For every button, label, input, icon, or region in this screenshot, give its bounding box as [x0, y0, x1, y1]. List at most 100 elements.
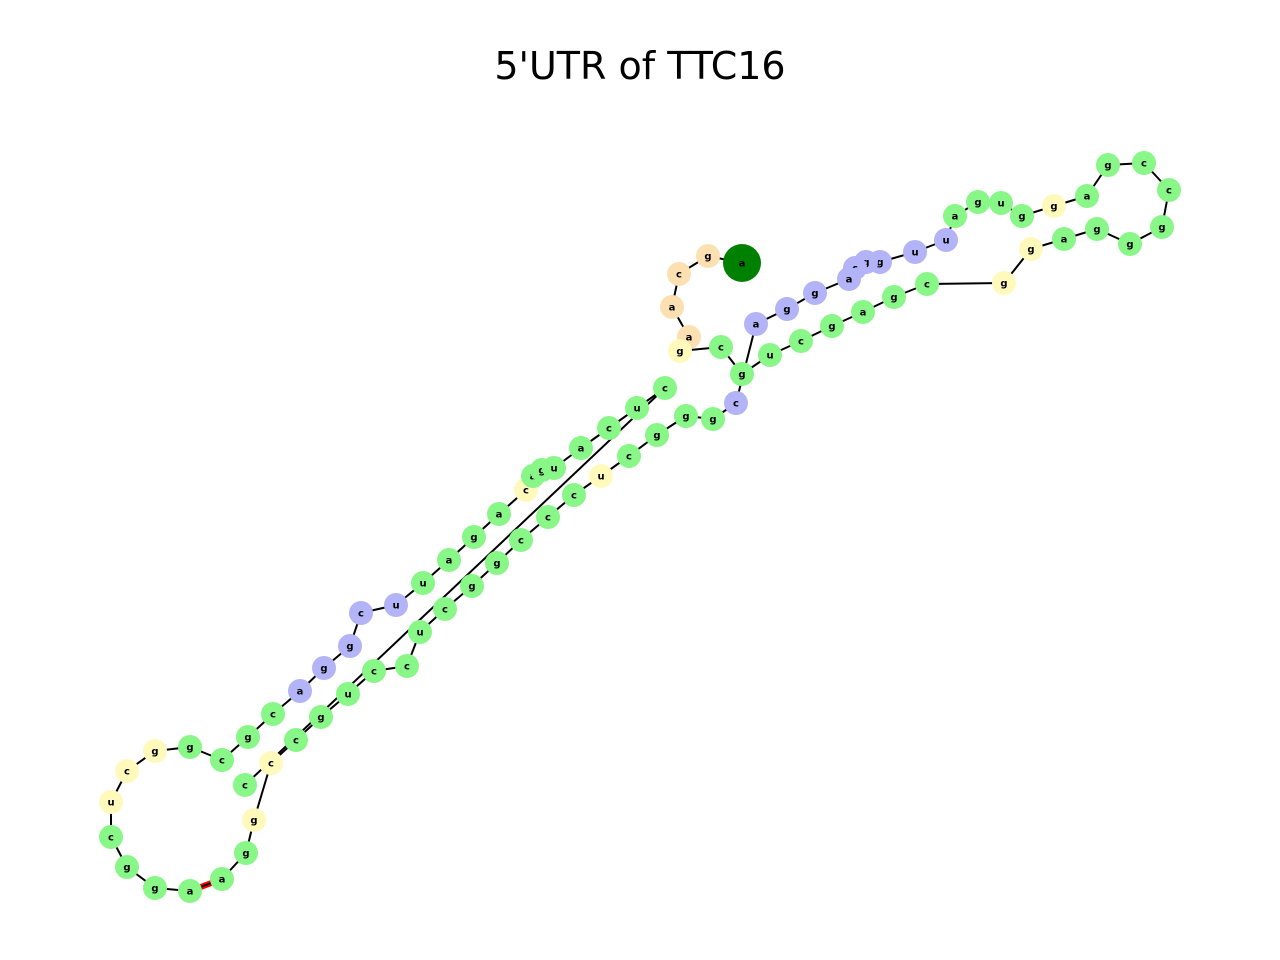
nucleotide-label: a [297, 687, 304, 698]
nucleotide-circle [462, 525, 486, 549]
nucleotide-node: g [882, 285, 906, 309]
nucleotide-circle [309, 705, 333, 729]
nucleotide-node: u [758, 343, 782, 367]
nucleotide-label: c [270, 710, 276, 721]
nucleotide-circle [589, 464, 613, 488]
nucleotide-circle [288, 679, 312, 703]
nucleotide-node: g [668, 339, 692, 363]
nucleotide-circle [992, 271, 1016, 295]
nucleotide-circle [242, 808, 266, 832]
nucleotide-label: g [1104, 161, 1111, 172]
nucleotides: agcaagcgucgagcggagggccgaggugauuggcaggacg… [99, 151, 1181, 903]
nucleotide-label: g [682, 412, 689, 423]
nucleotide-label: g [653, 431, 660, 442]
nucleotide-node: u [384, 593, 408, 617]
nucleotide-node: u [989, 191, 1013, 215]
nucleotide-node: g [1010, 204, 1034, 228]
nucleotide-node: u [542, 456, 566, 480]
backbone-links [110, 162, 1170, 892]
nucleotide-label: g [493, 559, 500, 570]
nucleotide-circle [1150, 215, 1174, 239]
nucleotide-label: u [107, 798, 114, 809]
nucleotide-label: u [633, 404, 640, 415]
nucleotide-label: g [1050, 202, 1057, 213]
backbone-link [244, 387, 666, 786]
nucleotide-circle [259, 751, 283, 775]
nucleotide-circle [338, 634, 362, 658]
nucleotide-circle [433, 597, 457, 621]
nucleotide-circle [943, 204, 967, 228]
diagram-title: 5'UTR of TTC16 [494, 44, 786, 88]
nucleotide-circle [233, 773, 257, 797]
nucleotide-label: g [242, 849, 249, 860]
nucleotide-node: c [233, 773, 257, 797]
nucleotide-circle [411, 571, 435, 595]
nucleotide-label: a [578, 444, 585, 455]
nucleotide-label: a [669, 303, 676, 314]
nucleotide-label: u [392, 601, 399, 612]
nucleotide-circle [668, 339, 692, 363]
nucleotide-label: g [1093, 225, 1100, 236]
nucleotide-label: u [597, 472, 604, 483]
nucleotide-label: a [846, 275, 853, 286]
nucleotide-node: g [1096, 153, 1120, 177]
nucleotide-circle [758, 343, 782, 367]
nucleotide-node: c [667, 262, 691, 286]
nucleotide-label: g [1000, 279, 1007, 290]
nucleotide-node: c [562, 483, 586, 507]
nucleotide-label: g [676, 347, 683, 358]
nucleotide-circle [362, 659, 386, 683]
nucleotide-circle [966, 190, 990, 214]
nucleotide-label: g [783, 305, 790, 316]
nucleotide-label: c [371, 667, 377, 678]
nucleotide-label: a [739, 259, 746, 270]
nucleotide-circle [820, 314, 844, 338]
nucleotide-circle [143, 876, 167, 900]
nucleotide-circle [509, 528, 533, 552]
nucleotide-node: c [99, 825, 123, 849]
nucleotide-circle [349, 601, 373, 625]
nucleotide-circle [1075, 184, 1099, 208]
nucleotide-label: g [890, 293, 897, 304]
nucleotide-circle [1096, 153, 1120, 177]
nucleotide-label: c [1166, 186, 1172, 197]
nucleotide-node: u [589, 464, 613, 488]
nucleotide-label: g [1027, 245, 1034, 256]
nucleotide-label: c [518, 536, 524, 547]
nucleotide-label: c [733, 399, 739, 410]
nucleotide-label: c [571, 491, 577, 502]
nucleotide-circle [1042, 194, 1066, 218]
nucleotide-label: g [1018, 212, 1025, 223]
nucleotide-circle [724, 391, 748, 415]
nucleotide-node: g [730, 362, 754, 386]
nucleotide-node: a [744, 312, 768, 336]
nucleotide-label: g [538, 466, 545, 477]
nucleotide-circle [485, 551, 509, 575]
nucleotide-label: g [123, 863, 130, 874]
nucleotide-node: g [674, 404, 698, 428]
nucleotide-node: g [312, 656, 336, 680]
nucleotide-node: c [284, 728, 308, 752]
nucleotide-label: g [250, 816, 257, 827]
nucleotide-label: a [860, 308, 867, 319]
nucleotide-circle [989, 191, 1013, 215]
nucleotide-node: u [934, 228, 958, 252]
nucleotide-circle [882, 285, 906, 309]
nucleotide-node: g [966, 190, 990, 214]
nucleotide-node: g [775, 297, 799, 321]
nucleotide-label: u [416, 628, 423, 639]
nucleotide-circle [312, 656, 336, 680]
nucleotide-label: c [798, 337, 804, 348]
nucleotide-label: a [1084, 192, 1091, 203]
nucleotide-label: g [468, 582, 475, 593]
nucleotide-node: c [433, 597, 457, 621]
nucleotide-label: u [419, 579, 426, 590]
five-prime-end-node: a [723, 244, 761, 282]
nucleotide-circle [775, 297, 799, 321]
nucleotide-node: c [1132, 151, 1156, 175]
nucleotide-node: c [259, 751, 283, 775]
nucleotide-label: g [151, 884, 158, 895]
nucleotide-node: c [709, 335, 733, 359]
nucleotide-node: c [362, 659, 386, 683]
